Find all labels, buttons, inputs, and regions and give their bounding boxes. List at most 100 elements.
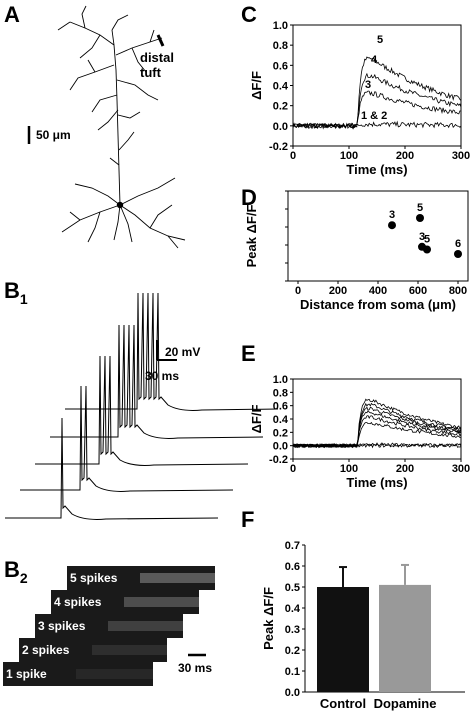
linescan-strip: 1 spike [3,662,153,686]
panel-b1-letter: B1 [4,278,28,307]
series-line [292,406,462,449]
x-tick-label: 300 [452,463,470,475]
x-tick-label: 800 [449,285,467,297]
soma [116,201,124,209]
chart-c: 0 100 200 300 -0.2 0.0 0.2 0.4 0.6 0.8 1.0 Time (ms… [249,20,470,177]
y-tick-label: 0.2 [285,645,300,657]
y-tick-label: 0.8 [273,387,288,399]
series-line [292,410,462,449]
series-label: 4 [371,54,378,66]
x-tick-label: 200 [396,463,414,475]
x-tick-label: 0 [295,285,301,297]
scalebar-30ms-label: 30 ms [145,369,179,383]
voltage-trace [5,417,219,520]
y-axis-label: Peak ΔF/F [244,205,259,268]
scalebar-50um-label: 50 μm [36,128,71,142]
series-line [292,72,462,130]
y-tick-label: 0.4 [285,603,301,615]
series-line [292,415,462,449]
linescan-strip: 3 spikes [35,614,183,638]
point-label: 5 [424,234,430,246]
data-point [423,245,431,254]
series-label: 1 & 2 [361,110,387,122]
data-point [388,221,396,230]
y-tick-label: 0.6 [273,60,288,72]
x-axis-label: Distance from soma (μm) [300,297,456,312]
data-point [454,250,462,258]
distal-tuft-label-line2: tuft [140,65,162,80]
y-tick-label: 0.5 [285,582,300,594]
bar [379,584,431,692]
strip-label: 4 spikes [54,595,102,609]
y-tick-label: -0.2 [269,141,288,153]
strip-label: 3 spikes [38,619,86,633]
series-line [292,443,462,449]
linescan-strips: 5 spikes 4 spikes 3 spikes 2 spikes 1 sp… [3,566,215,686]
x-tick-label: 100 [340,150,358,162]
b2-scalebar-label: 30 ms [178,661,212,675]
strip-label: 2 spikes [22,643,70,657]
series-line [292,90,462,130]
chart-e: 0 100 200 300 -0.20.0 0.20.40.6 0.81.0 Time (ms… [249,374,470,490]
voltage-trace [20,385,234,492]
x-tick-label: 600 [409,285,427,297]
y-tick-label: 0.1 [285,666,300,678]
x-tick-label: 300 [452,150,470,162]
y-axis-label: ΔF/F [249,405,264,434]
y-tick-label: 0.0 [273,441,288,453]
x-axis-label: Time (ms) [346,162,407,177]
series-line [292,120,462,129]
strip-label: 5 spikes [70,571,118,585]
chart-f: 0.0 0.1 0.2 0.3 0.4 0.5 0.6 0.7 Peak ΔF/F Control… [261,540,465,711]
y-tick-label: 0.0 [285,687,300,699]
voltage-trace [50,324,264,439]
voltage-traces [5,292,279,520]
voltage-trace [35,355,249,466]
x-tick-label: 0 [290,463,296,475]
y-tick-label: 0.4 [273,81,289,93]
series-line [292,398,462,449]
y-tick-label: 0.8 [273,40,288,52]
y-tick-label: 1.0 [273,374,288,386]
panel-a-letter: A [4,2,20,27]
y-tick-label: -0.2 [269,454,288,466]
distal-tuft-marker [156,34,165,47]
x-tick-label: 100 [340,463,358,475]
point-label: 3 [419,231,425,243]
y-tick-label: 0.2 [273,101,288,113]
strip-label: 1 spike [6,667,47,681]
linescan-strip: 2 spikes [19,638,167,662]
y-tick-label: 0.6 [285,561,300,573]
y-tick-label: 0.0 [273,121,288,133]
x-axis-label: Time (ms) [346,475,407,490]
panel-c-letter: C [241,2,257,27]
series-label: 3 [365,79,371,91]
distal-tuft-label-line1: distal [140,50,174,65]
y-tick-label: 0.4 [273,414,289,426]
neuron-morphology [57,5,186,249]
x-tick-label: 200 [329,285,347,297]
data-point [416,214,424,222]
linescan-strip: 5 spikes [67,566,215,590]
x-tick-label: 0 [290,150,296,162]
y-tick-label: 1.0 [273,20,288,32]
x-tick-label: Dopamine [374,696,437,711]
point-label: 3 [389,209,395,221]
panel-d-letter: D [241,185,257,210]
y-tick-label: 0.6 [273,401,288,413]
scalebar-20mv-label: 20 mV [165,345,200,359]
plot-frame [287,190,469,282]
x-tick-label: 200 [396,150,414,162]
y-tick-label: 0.3 [285,624,300,636]
y-axis-label: ΔF/F [249,71,264,100]
series-label: 5 [377,34,383,46]
point-label: 6 [455,238,461,250]
panel-f-letter: F [241,507,254,532]
x-tick-label: Control [320,696,366,711]
panel-e-letter: E [241,341,256,366]
point-label: 5 [417,202,423,214]
x-tick-label: 400 [369,285,387,297]
y-tick-label: 0.7 [285,540,300,552]
